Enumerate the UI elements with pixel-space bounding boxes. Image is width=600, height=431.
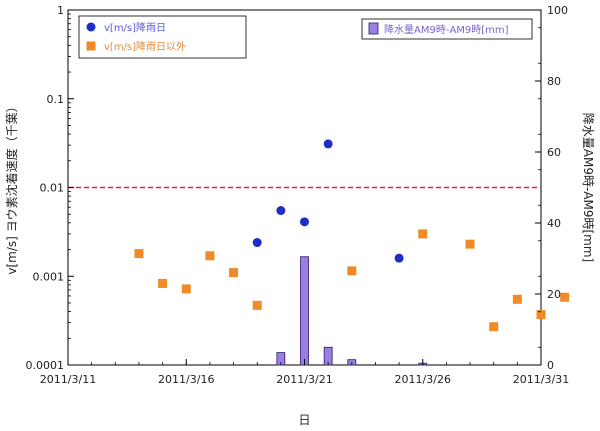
y-left-tick-label-4: 1 — [57, 4, 64, 17]
non-rain-day-point-4 — [229, 268, 239, 278]
y-right-tick-label-1: 20 — [547, 288, 561, 301]
rain-day-point-2 — [300, 217, 309, 227]
y-axis-right-title: 降水量AM9時-AM9時[mm] — [581, 113, 595, 262]
y-right-tick-label-0: 0 — [547, 359, 554, 372]
non-rain-day-point-11 — [536, 310, 546, 320]
non-rain-day-point-1 — [158, 278, 168, 288]
y-left-tick-label-1: 0.001 — [33, 270, 65, 283]
legend-label-precipitation: 降水量AM9時-AM9時[mm] — [384, 23, 509, 36]
non-rain-day-point-10 — [512, 294, 522, 304]
x-tick-label-1: 2011/3/16 — [158, 373, 214, 386]
legend-right-frame — [361, 18, 533, 40]
y-axis-left-title: v[m/s] ヨウ素沈着速度（千葉） — [4, 100, 19, 274]
non-rain-day-point-7 — [418, 229, 428, 239]
x-tick-label-0: 2011/3/11 — [40, 373, 96, 386]
x-tick-label-3: 2011/3/26 — [395, 373, 451, 386]
legend-marker-precipitation — [368, 22, 379, 35]
legend-marker-non-rain-day — [86, 41, 96, 51]
x-tick-label-2: 2011/3/21 — [276, 373, 332, 386]
scatter-points — [134, 139, 570, 332]
y-axis-right-ticks: 0 20 40 60 80 100 — [535, 4, 568, 372]
rain-day-point-1 — [276, 206, 286, 216]
x-axis-title: 日 — [298, 413, 310, 427]
non-rain-day-point-0 — [134, 249, 144, 259]
y-right-tick-label-2: 40 — [547, 217, 561, 230]
y-left-tick-label-3: 0.1 — [47, 93, 65, 106]
non-rain-day-point-12 — [560, 292, 570, 302]
x-axis-ticks: 2011/3/11 2011/3/16 2011/3/21 2011/3/26 2011… — [40, 359, 569, 386]
y-right-tick-label-3: 60 — [547, 146, 561, 159]
rain-day-point-4 — [394, 253, 404, 263]
legend-label-rain-day: v[m/s]降雨日 — [104, 21, 166, 34]
y-right-tick-label-4: 80 — [547, 75, 561, 88]
legend-marker-rain-day — [86, 22, 96, 32]
rain-day-point-3 — [323, 139, 333, 149]
non-rain-day-point-8 — [465, 239, 475, 249]
precipitation-bar-1 — [300, 256, 309, 366]
y-axis-left-ticks: 0.0001 0.001 0.01 0.1 1 — [26, 4, 74, 372]
non-rain-day-point-5 — [252, 300, 262, 310]
y-left-tick-label-2: 0.01 — [40, 182, 65, 195]
non-rain-day-point-9 — [489, 322, 499, 332]
non-rain-day-point-6 — [347, 266, 357, 276]
legend-right: 降水量AM9時-AM9時[mm] — [361, 18, 533, 40]
legend-label-non-rain-day: v[m/s]降雨日以外 — [104, 40, 186, 53]
rain-day-point-0 — [252, 238, 262, 248]
y-left-tick-label-0: 0.0001 — [26, 359, 65, 372]
legend-left-frame — [78, 15, 247, 59]
y-right-tick-label-5: 100 — [547, 4, 568, 17]
non-rain-day-point-2 — [181, 284, 191, 294]
x-tick-label-4: 2011/3/31 — [513, 373, 569, 386]
legend-left: v[m/s]降雨日 v[m/s]降雨日以外 — [78, 15, 247, 59]
non-rain-day-point-3 — [205, 251, 215, 261]
